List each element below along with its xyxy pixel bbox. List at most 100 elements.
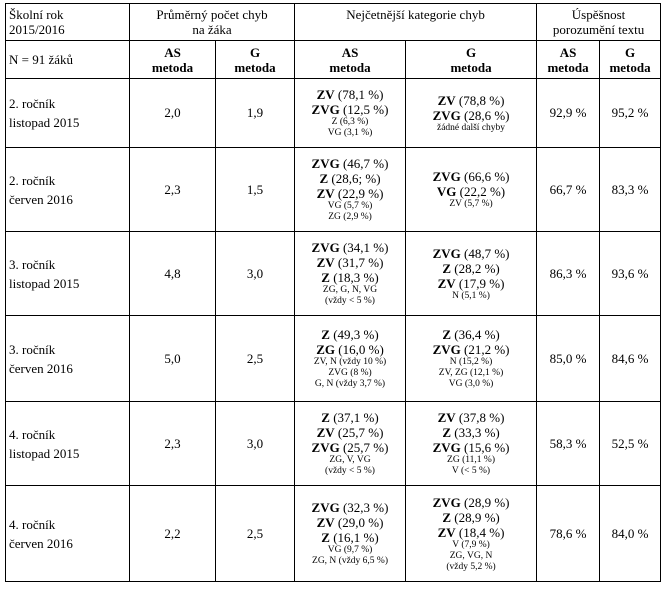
category-line: ZV (29,0 %) [295,515,405,530]
success-as-value: 92,9 % [536,78,601,148]
category-code: ZV [316,87,335,102]
categories-g: Z (36,4 %) ZVG (21,2 %) N (15,2 %) ZV, ZG (… [405,315,538,402]
category-line: ZVG (28,6 %) [406,108,536,123]
header-avg-errors-line2: na žáka [192,22,232,37]
category-code: ZVG [311,102,340,117]
category-code: ZV [449,199,462,209]
category-pct: (16,1 %) [333,530,379,545]
subheader-cat-g-bottom: metoda [450,59,492,75]
categories-g: ZVG (66,6 %) VG (22,2 %) ZV (5,7 %) [405,147,538,232]
subheader-succ-g-bottom: metoda [609,59,651,75]
category-pct: (48,7 %) [463,245,510,261]
category-pct: (15,6 %) [463,440,510,455]
header-school-year: Školní rok 2015/2016 [5,3,130,41]
table-row: 2. ročník červen 2016 2,3 1,5 ZVG (46,7 %) Z … [5,147,662,232]
category-code: ZVG [311,440,340,455]
header-avg-errors: Průměrný počet chyb na žáka [128,3,296,41]
category-pct: (28,9 %) [454,509,500,525]
category-line: ZVG (66,6 %) [406,169,536,184]
category-line: ZG (11,1 %) [406,455,536,466]
subheader-avg-g-bottom: metoda [234,59,276,75]
category-pct: (46,7 %) [342,156,389,171]
avg-as-value: 2,0 [129,78,216,148]
category-pct: (vždy 6,5 %) [338,556,389,566]
category-pct: (8 %) [350,368,372,378]
category-line: ZV (22,9 %) [295,186,405,201]
category-code: Z [321,530,330,545]
categories-as: ZV (78,1 %) ZVG (12,5 %) Z (6,3 %) VG (3,1 … [294,78,407,148]
n-label: N = 91 žáků [5,40,130,79]
success-g-value: 84,0 % [599,485,662,582]
row-label: 2. ročník červen 2016 [5,147,130,232]
category-line: N (15,2 %) [406,357,536,368]
avg-as-value: 2,3 [129,147,216,232]
category-pct: (9,7 %) [343,545,373,555]
category-code: ZV [316,425,335,440]
category-pct: (< 5 %) [461,466,491,476]
categories-g: ZV (37,8 %) Z (33,3 %) ZVG (15,6 %) ZG (11,… [405,401,538,486]
category-line: Z (36,4 %) [406,327,536,342]
avg-as-value: 2,3 [129,401,216,486]
success-as-value: 66,7 % [536,147,601,232]
category-line: ZV (78,1 %) [295,87,405,102]
categories-g: ZVG (48,7 %) Z (28,2 %) ZV (17,9 %) N (5,1 … [405,231,538,316]
row-label-line2: listopad 2015 [9,115,80,130]
category-code: Z [331,117,338,127]
category-line: (vždy < 5 %) [295,466,405,477]
category-code: G, N [314,379,334,389]
success-as-value: 78,6 % [536,485,601,582]
category-line: ZV, N (vždy 10 %) [295,357,405,368]
subheader-succ-as: AS metoda [536,40,601,79]
category-line: Z (28,2 %) [406,261,536,276]
category-pct: (37,1 %) [333,410,379,425]
category-pct: (32,3 %) [342,500,389,515]
category-code: ZG, V, VG [329,455,371,465]
category-line: žádné další chyby [406,123,536,134]
subheader-avg-g-top: G [249,44,261,60]
category-pct: (25,7 %) [337,425,384,440]
subheader-cat-g-top: G [465,44,477,60]
category-pct: (28,2 %) [454,260,500,276]
category-line: Z (28,6; %) [295,171,405,186]
category-line: Z (16,1 %) [295,530,405,545]
category-line: ZVG (32,3 %) [295,500,405,515]
category-code: Z [321,410,330,425]
category-pct: (21,2 %) [463,342,510,357]
categories-as: ZVG (34,1 %) ZV (31,7 %) Z (18,3 %) ZG, G, … [294,231,407,316]
category-line: ZG (16,0 %) [295,342,405,357]
avg-g-value: 3,0 [214,401,296,486]
category-code: žádné další chyby [436,122,506,133]
category-code: VG [327,545,342,555]
row-label-line1: 4. ročník [9,516,56,532]
category-pct: (5,7 %) [343,201,373,211]
category-line: ZG, VG, N [406,551,536,562]
category-code: ZV, ZG [438,368,468,378]
success-g-value: 93,6 % [599,231,662,316]
category-line: Z (18,3 %) [295,270,405,285]
row-label: 2. ročník listopad 2015 [5,78,130,148]
category-line: (vždy < 5 %) [295,296,405,307]
row-label-line2: listopad 2015 [9,275,80,291]
category-pct: (vždy 10 %) [339,357,387,367]
row-label-line2: červen 2016 [9,360,73,376]
category-pct: (11,1 %) [462,455,495,465]
category-pct: (18,3 %) [333,270,379,285]
row-label-line1: 2. ročník [9,96,56,111]
category-code: (vždy < 5 %) [325,296,375,306]
category-code: ZV [437,524,456,540]
row-label-line1: 2. ročník [9,172,56,188]
category-pct: (37,8 %) [458,410,505,425]
avg-g-value: 3,0 [214,231,296,316]
categories-g: ZVG (28,9 %) Z (28,9 %) ZV (18,4 %) V (7,9 … [405,485,538,582]
category-pct: (34,1 %) [342,240,389,255]
category-code: ZVG [432,245,461,261]
category-pct: (78,1 %) [337,87,384,102]
category-pct: (66,6 %) [463,169,510,184]
header-school-year-line2: 2015/2016 [9,22,65,37]
header-categories-text: Nejčetnější kategorie chyb [346,7,485,22]
category-code: ZV, N [313,357,337,367]
category-pct: (25,7 %) [342,440,389,455]
category-code: ZG, N [312,556,337,566]
